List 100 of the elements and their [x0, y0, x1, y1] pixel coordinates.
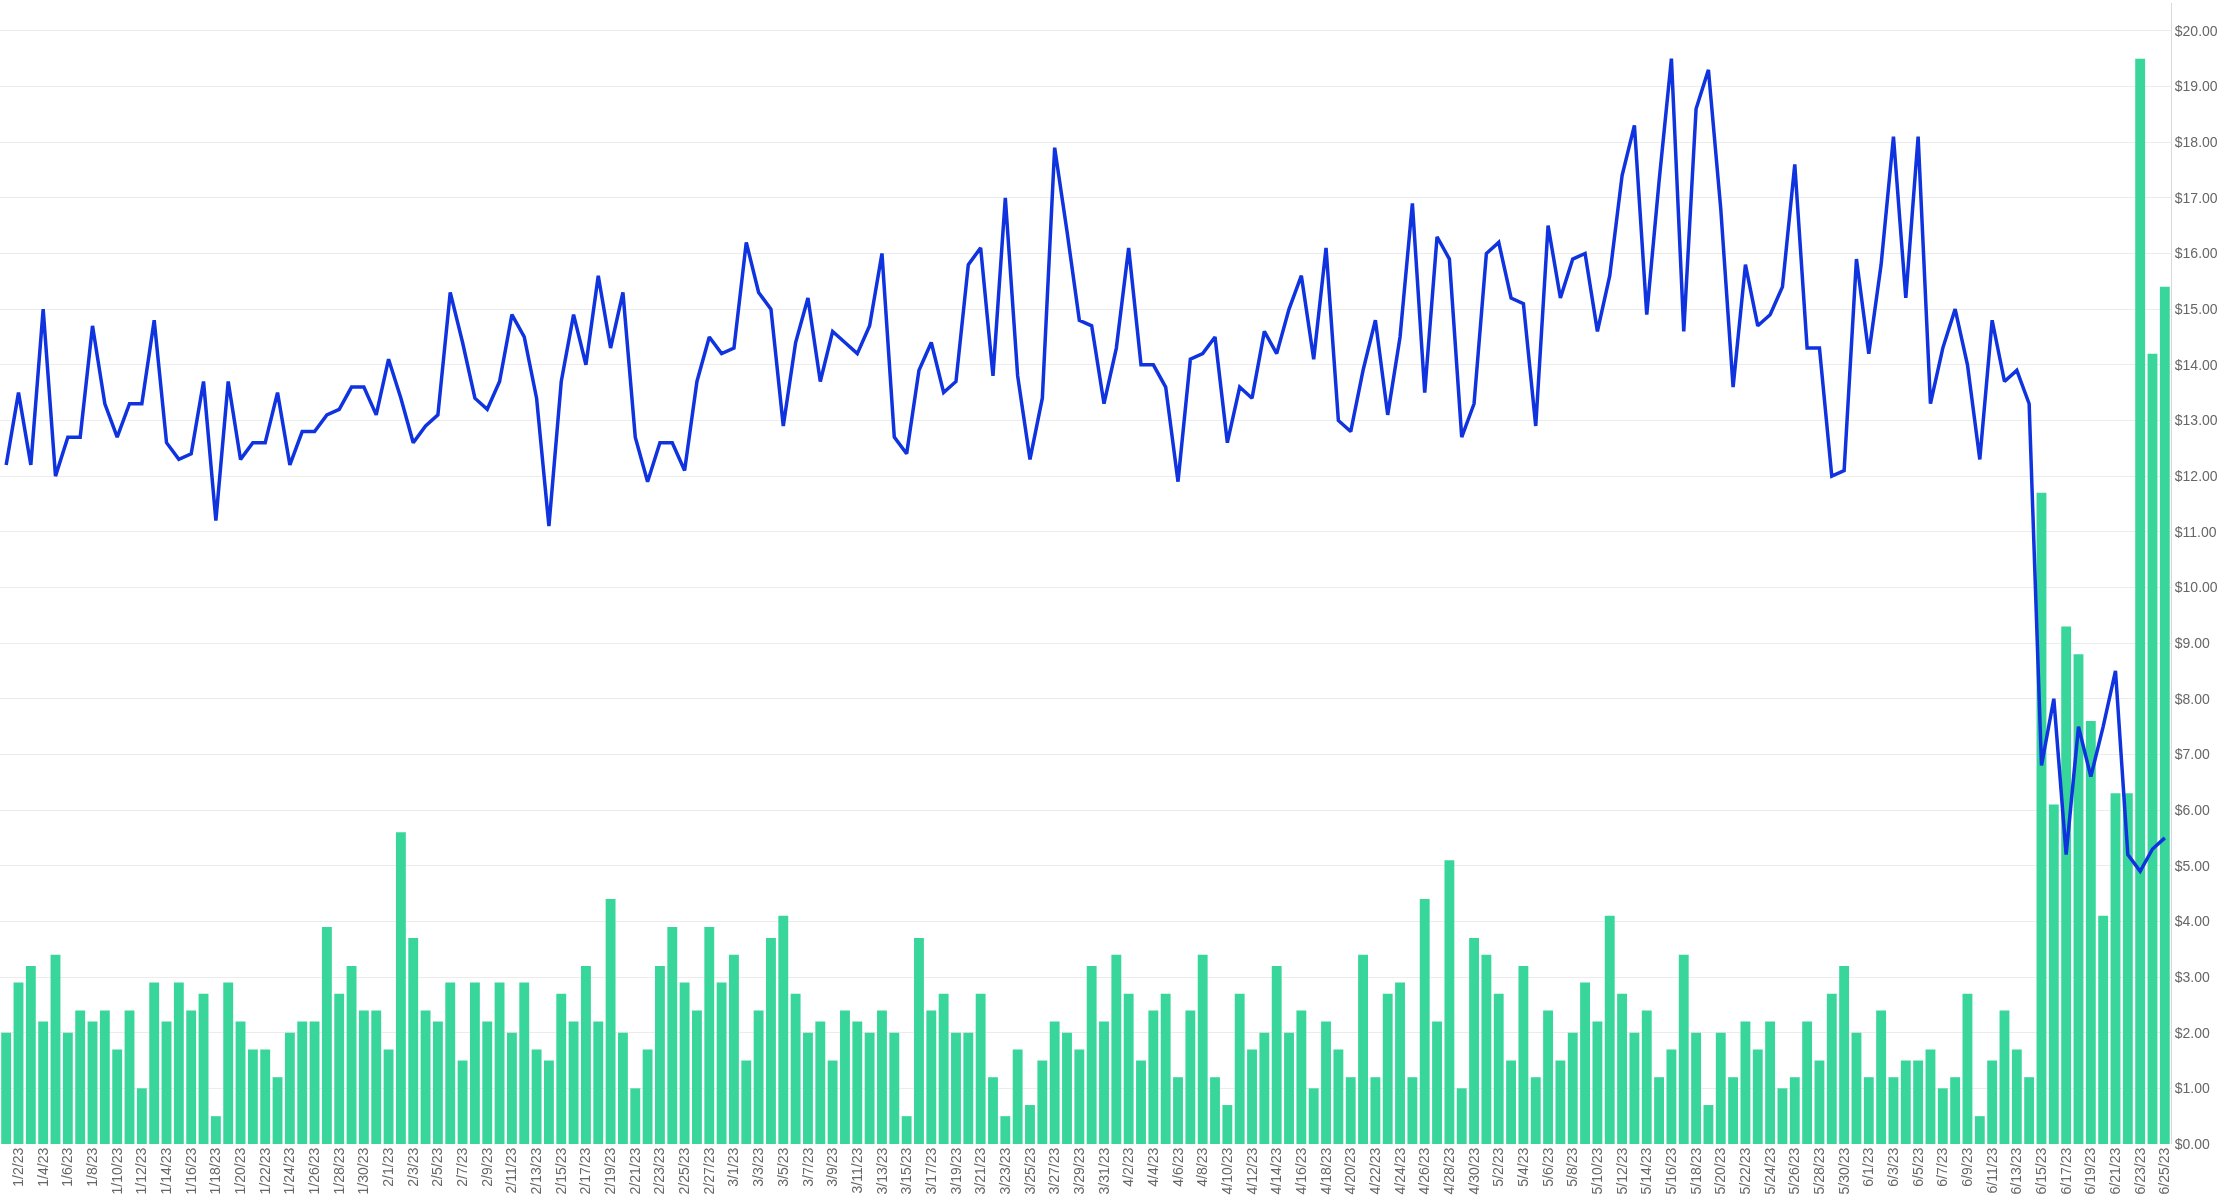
x-tick-label: 2/3/23 [404, 1147, 421, 1187]
x-tick-label: 4/4/23 [1144, 1147, 1161, 1187]
x-tick-label: 2/19/23 [602, 1147, 619, 1195]
bar [99, 1010, 110, 1144]
y-tick-label: $17.00 [2174, 189, 2218, 206]
bar [926, 1010, 937, 1144]
x-tick-label: 5/16/23 [1662, 1147, 1679, 1195]
bar [1493, 993, 1504, 1144]
bar [1148, 1010, 1159, 1144]
bar [1962, 993, 1973, 1144]
x-tick-label: 3/27/23 [1046, 1147, 1063, 1195]
x-tick-label: 1/12/23 [133, 1147, 150, 1195]
bar [210, 1116, 221, 1144]
x-tick-label: 3/19/23 [947, 1147, 964, 1195]
bar [1296, 1010, 1307, 1144]
bar [186, 1010, 197, 1144]
bar [1654, 1077, 1665, 1144]
x-tick-label: 3/9/23 [824, 1147, 841, 1187]
bar [395, 832, 406, 1144]
bar [1691, 1032, 1702, 1144]
bar [1629, 1032, 1640, 1144]
x-tick-label: 1/20/23 [232, 1147, 249, 1195]
bar [297, 1021, 308, 1144]
bar [469, 982, 480, 1144]
x-tick-label: 6/23/23 [2131, 1147, 2148, 1195]
y-tick-label: $19.00 [2174, 78, 2218, 95]
bar [1715, 1032, 1726, 1144]
x-tick-label: 1/22/23 [256, 1147, 273, 1195]
bar [519, 982, 530, 1144]
bar [371, 1010, 382, 1144]
bar [803, 1032, 813, 1144]
x-tick-label: 1/8/23 [84, 1147, 101, 1187]
bar [1062, 1032, 1072, 1144]
x-tick-label: 2/13/23 [528, 1147, 545, 1195]
bar [346, 965, 357, 1144]
bar [2085, 721, 2096, 1144]
x-tick-label: 5/4/23 [1514, 1147, 1531, 1187]
bar [1345, 1077, 1356, 1144]
bar [1370, 1077, 1381, 1144]
x-tick-label: 2/1/23 [380, 1147, 397, 1187]
bar [198, 993, 209, 1144]
x-tick-label: 3/11/23 [848, 1147, 865, 1194]
x-tick-label: 3/15/23 [898, 1147, 915, 1195]
bar [1185, 1010, 1196, 1144]
x-tick-label: 2/17/23 [577, 1147, 594, 1195]
bar [1925, 1049, 1936, 1144]
x-tick-label: 4/22/23 [1366, 1147, 1383, 1195]
bar [766, 938, 776, 1144]
bar [963, 1032, 974, 1144]
x-tick-label: 2/23/23 [651, 1147, 668, 1195]
bar [223, 982, 234, 1144]
bar [1407, 1077, 1418, 1144]
bar [2061, 626, 2072, 1144]
bar [408, 938, 419, 1144]
x-tick-label: 4/28/23 [1440, 1147, 1457, 1195]
bar [1987, 1060, 1998, 1144]
bar [1136, 1060, 1146, 1144]
bar [1999, 1010, 2010, 1144]
bar [309, 1021, 320, 1144]
y-tick-label: $6.00 [2174, 801, 2211, 818]
bar [2110, 793, 2121, 1144]
x-tick-label: 3/17/23 [922, 1147, 939, 1195]
bar [1037, 1060, 1048, 1144]
bar [272, 1077, 283, 1144]
bar [1000, 1116, 1011, 1144]
x-tick-label: 4/12/23 [1243, 1147, 1260, 1195]
x-tick-label: 6/3/23 [1885, 1147, 1902, 1187]
x-tick-label: 5/12/23 [1613, 1147, 1630, 1195]
y-tick-label: $16.00 [2174, 245, 2218, 262]
bar [556, 993, 567, 1144]
y-tick-label: $20.00 [2174, 22, 2218, 39]
x-tick-label: 5/30/23 [1835, 1147, 1852, 1195]
y-tick-label: $14.00 [2174, 356, 2218, 373]
bar [124, 1010, 135, 1144]
bar [1802, 1021, 1813, 1144]
bar [1049, 1021, 1060, 1144]
bar [1530, 1077, 1541, 1144]
x-tick-label: 3/3/23 [750, 1147, 767, 1187]
bar [1382, 993, 1393, 1144]
bar [729, 954, 739, 1144]
bar [1752, 1049, 1763, 1144]
bar [1765, 1021, 1776, 1144]
bar [235, 1021, 246, 1144]
bar [25, 965, 36, 1144]
bar [914, 938, 924, 1144]
bar [889, 1032, 900, 1144]
bar [1851, 1032, 1862, 1144]
bar [753, 1010, 764, 1144]
x-tick-label: 6/5/23 [1909, 1147, 1926, 1187]
bar [1456, 1088, 1467, 1144]
bar [988, 1077, 998, 1144]
bar [605, 899, 616, 1144]
x-tick-label: 2/5/23 [429, 1147, 446, 1187]
x-tick-label: 1/2/23 [10, 1147, 27, 1187]
x-tick-label: 1/24/23 [281, 1147, 298, 1195]
bar [1481, 954, 1492, 1144]
bar [1666, 1049, 1677, 1144]
x-tick-label: 6/13/23 [2008, 1147, 2025, 1195]
x-tick-label: 1/10/23 [108, 1147, 125, 1195]
bar [432, 1021, 443, 1144]
